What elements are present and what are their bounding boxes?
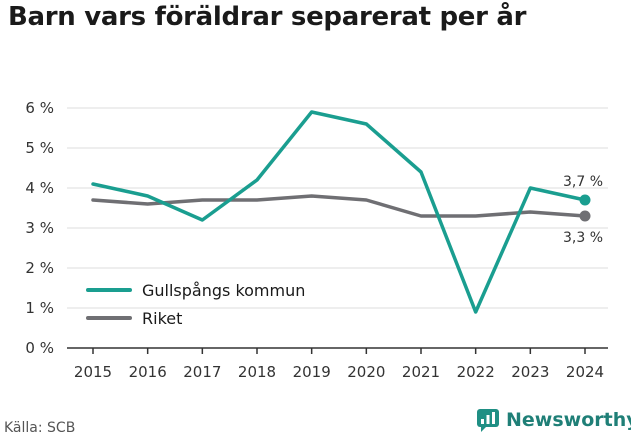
x-tick-label: 2021 <box>402 363 440 381</box>
legend-label: Gullspångs kommun <box>142 281 305 300</box>
brand-name: Newsworthy <box>506 409 631 431</box>
end-value-label: 3,3 % <box>563 230 603 246</box>
x-tick-label: 2023 <box>511 363 549 381</box>
end-point-marker <box>579 194 591 206</box>
x-tick-label: 2016 <box>129 363 167 381</box>
source-note: Källa: SCB <box>4 420 76 436</box>
brand-logo[interactable]: Newsworthy <box>476 408 631 432</box>
y-tick-label: 1 % <box>25 299 54 317</box>
x-tick-label: 2020 <box>347 363 385 381</box>
x-tick-label: 2018 <box>238 363 276 381</box>
y-tick-label: 5 % <box>25 139 54 157</box>
x-tick-label: 2019 <box>293 363 331 381</box>
x-tick-label: 2024 <box>566 363 604 381</box>
end-labels: 3,3 % 3,7 % <box>563 174 603 246</box>
y-tick-label: 6 % <box>25 99 54 117</box>
y-axis-ticks: 0 % 1 % 2 % 3 % 4 % 5 % 6 % <box>25 99 54 357</box>
series-lines <box>91 110 591 314</box>
legend: Gullspångs kommun Riket <box>86 281 305 328</box>
legend-label: Riket <box>142 309 182 328</box>
newsworthy-logo-icon <box>477 409 499 432</box>
y-tick-label: 4 % <box>25 179 54 197</box>
y-tick-label: 3 % <box>25 219 54 237</box>
x-tick-label: 2022 <box>457 363 495 381</box>
y-tick-label: 2 % <box>25 259 54 277</box>
x-axis-ticks: 2015 2016 2017 2018 2019 2020 2021 2022 2023 2024 <box>74 348 604 381</box>
series-line-gullspang <box>91 110 587 314</box>
gridlines <box>67 107 608 349</box>
chart-title: Barn vars föräldrar separerat per år <box>8 2 527 32</box>
end-value-label: 3,7 % <box>563 174 603 190</box>
y-tick-label: 0 % <box>25 339 54 357</box>
end-point-marker <box>579 210 591 222</box>
x-tick-label: 2015 <box>74 363 112 381</box>
series-line-riket <box>91 194 587 218</box>
x-tick-label: 2017 <box>183 363 221 381</box>
